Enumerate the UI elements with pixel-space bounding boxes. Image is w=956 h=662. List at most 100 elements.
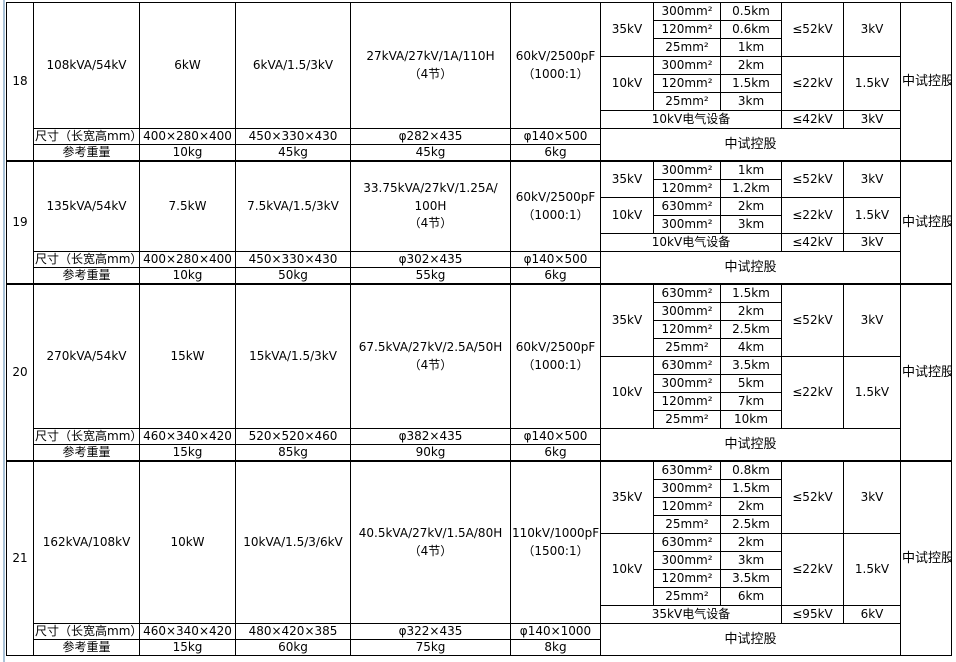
cable-section-cell: 300mm² xyxy=(653,374,721,393)
size-value-cell: 400×280×400 xyxy=(139,251,236,268)
test-voltage-cell: 1.5kV xyxy=(843,533,901,606)
divider-spec-cell: 110kV/1000pF （1500:1） xyxy=(510,461,601,624)
voltage-class-cell: 35kV xyxy=(600,161,654,198)
cable-length-cell: 10km xyxy=(720,410,782,429)
spec-line: （1000:1） xyxy=(522,357,589,372)
weight-value-cell: 6kg xyxy=(510,144,601,161)
cable-length-cell: 6km xyxy=(720,587,782,606)
cable-section-cell: 25mm² xyxy=(653,410,721,429)
weight-value-cell: 10kg xyxy=(139,144,236,161)
row-number-cell: 18 xyxy=(6,2,34,161)
weight-value-cell: 75kg xyxy=(350,639,511,656)
weight-value-cell: 8kg xyxy=(510,639,601,656)
cable-section-cell: 25mm² xyxy=(653,587,721,606)
cable-length-cell: 1.2km xyxy=(720,179,782,198)
spec-line: （4节） xyxy=(408,543,453,558)
size-value-cell: 450×330×430 xyxy=(235,251,351,268)
voltage-limit-cell: ≤52kV xyxy=(781,2,844,57)
cable-length-cell: 2km xyxy=(720,56,782,75)
power-cell: 6kW xyxy=(139,2,236,129)
voltage-limit-cell: ≤22kV xyxy=(781,56,844,111)
left-accent-line xyxy=(3,0,5,662)
cable-length-cell: 3km xyxy=(720,92,782,111)
cable-length-cell: 7km xyxy=(720,392,782,411)
cable-length-cell: 3km xyxy=(720,215,782,234)
cable-length-cell: 4km xyxy=(720,338,782,357)
size-label-cell: 尺寸（长宽高mm） xyxy=(33,428,140,445)
module-spec-cell: 67.5kVA/27kV/2.5A/50H （4节） xyxy=(350,284,511,429)
test-voltage-cell: 3kV xyxy=(843,233,901,252)
size-value-cell: φ140×500 xyxy=(510,251,601,268)
weight-value-cell: 45kg xyxy=(235,144,351,161)
capacity-cell: 135kVA/54kV xyxy=(33,161,140,252)
test-voltage-cell: 3kV xyxy=(843,461,901,534)
cable-section-cell: 120mm² xyxy=(653,179,721,198)
cable-length-cell: 2.5km xyxy=(720,515,782,534)
size-value-cell: φ140×500 xyxy=(510,428,601,445)
spec-line: 60kV/2500pF xyxy=(515,190,596,205)
cable-length-cell: 2km xyxy=(720,533,782,552)
voltage-class-cell: 10kV xyxy=(600,197,654,234)
voltage-limit-cell: ≤42kV xyxy=(781,233,844,252)
voltage-limit-cell: ≤52kV xyxy=(781,461,844,534)
voltage-limit-cell: ≤95kV xyxy=(781,605,844,624)
size-label-cell: 尺寸（长宽高mm） xyxy=(33,623,140,640)
size-value-cell: 460×340×420 xyxy=(139,623,236,640)
size-value-cell: φ140×1000 xyxy=(510,623,601,640)
weight-value-cell: 6kg xyxy=(510,267,601,284)
equipment-label-cell: 10kV电气设备 xyxy=(600,233,782,252)
cable-length-cell: 2km xyxy=(720,197,782,216)
size-value-cell: φ322×435 xyxy=(350,623,511,640)
test-voltage-cell: 3kV xyxy=(843,2,901,57)
row-number-cell: 20 xyxy=(6,284,34,461)
voltage-class-cell: 10kV xyxy=(600,533,654,606)
cable-section-cell: 120mm² xyxy=(653,320,721,339)
weight-value-cell: 6kg xyxy=(510,444,601,461)
spec-line: （1000:1） xyxy=(522,66,589,81)
aux-output-cell: 15kVA/1.5/3kV xyxy=(235,284,351,429)
cable-length-cell: 2km xyxy=(720,497,782,516)
brand-span-cell: 中试控股 xyxy=(600,251,901,284)
cable-length-cell: 1km xyxy=(720,161,782,180)
spec-line: （1500:1） xyxy=(522,543,589,558)
aux-output-cell: 6kVA/1.5/3kV xyxy=(235,2,351,129)
spec-line: （4节） xyxy=(408,216,453,231)
cable-length-cell: 3km xyxy=(720,551,782,570)
module-spec-cell: 33.75kVA/27kV/1.25A/100H （4节） xyxy=(350,161,511,252)
spec-table: 18 108kVA/54kV 6kW 6kVA/1.5/3kV 27kVA/27kV/1… xyxy=(6,2,952,656)
voltage-limit-cell: ≤22kV xyxy=(781,533,844,606)
cable-section-cell: 300mm² xyxy=(653,479,721,498)
brand-span-cell: 中试控股 xyxy=(600,428,901,461)
aux-output-cell: 7.5kVA/1.5/3kV xyxy=(235,161,351,252)
cable-section-cell: 300mm² xyxy=(653,551,721,570)
weight-value-cell: 10kg xyxy=(139,267,236,284)
cable-section-cell: 630mm² xyxy=(653,197,721,216)
divider-spec-cell: 60kV/2500pF （1000:1） xyxy=(510,2,601,129)
module-spec-cell: 27kVA/27kV/1A/110H （4节） xyxy=(350,2,511,129)
weight-value-cell: 60kg xyxy=(235,639,351,656)
cable-section-cell: 300mm² xyxy=(653,302,721,321)
spec-line: 60kV/2500pF xyxy=(515,340,596,355)
weight-label-cell: 参考重量 xyxy=(33,267,140,284)
test-voltage-cell: 1.5kV xyxy=(843,356,901,429)
voltage-class-cell: 35kV xyxy=(600,2,654,57)
brand-cell: 中试控股 xyxy=(900,461,952,656)
cable-section-cell: 25mm² xyxy=(653,92,721,111)
cable-length-cell: 1.5km xyxy=(720,284,782,303)
size-label-cell: 尺寸（长宽高mm） xyxy=(33,128,140,145)
cable-section-cell: 120mm² xyxy=(653,569,721,588)
spec-line: 100H xyxy=(414,198,447,213)
voltage-limit-cell: ≤52kV xyxy=(781,161,844,198)
equipment-label-cell: 10kV电气设备 xyxy=(600,110,782,129)
size-value-cell: 480×420×385 xyxy=(235,623,351,640)
cable-section-cell: 25mm² xyxy=(653,38,721,57)
voltage-class-cell: 10kV xyxy=(600,56,654,111)
row-number-cell: 21 xyxy=(6,461,34,656)
cable-section-cell: 630mm² xyxy=(653,356,721,375)
spec-line: 60kV/2500pF xyxy=(515,49,596,64)
voltage-class-cell: 35kV xyxy=(600,461,654,534)
cable-length-cell: 0.6km xyxy=(720,20,782,39)
brand-cell: 中试控股 xyxy=(900,2,952,161)
capacity-cell: 108kVA/54kV xyxy=(33,2,140,129)
cable-length-cell: 2.5km xyxy=(720,320,782,339)
